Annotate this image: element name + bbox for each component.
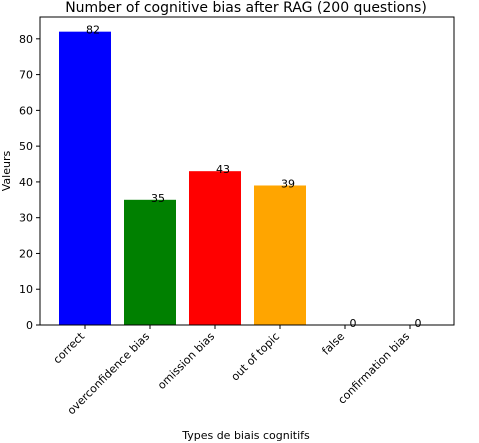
x-tick-label: correct: [51, 329, 88, 366]
y-tick-label: 30: [19, 212, 33, 225]
bars-group: [59, 31, 306, 326]
bar-omission-bias: [189, 171, 241, 325]
y-tick-label: 40: [19, 176, 33, 189]
chart-title: Number of cognitive bias after RAG (200 …: [65, 0, 427, 16]
bar-out-of-topic: [254, 185, 306, 325]
bar-overconfidence-bias: [124, 199, 176, 325]
data-label-false: 0: [350, 317, 357, 330]
data-label-omission-bias: 43: [216, 163, 230, 176]
data-label-overconfidence-bias: 35: [151, 192, 165, 205]
data-labels-group: 82 35 43 39 0 0: [86, 24, 422, 330]
y-tick-label: 60: [19, 104, 33, 117]
bar-correct: [59, 31, 111, 326]
y-tick-label: 20: [19, 247, 33, 260]
x-tick-label: false: [319, 330, 347, 358]
x-axis-label: Types de biais cognitifs: [181, 429, 310, 442]
y-tick-label: 0: [26, 319, 33, 332]
x-tick-label: omission bias: [155, 330, 217, 392]
y-tick-label: 10: [19, 283, 33, 296]
y-tick-label: 70: [19, 69, 33, 82]
x-tick-label: confirmation bias: [335, 330, 412, 407]
y-tick-label: 50: [19, 140, 33, 153]
data-label-confirmation-bias: 0: [415, 317, 422, 330]
x-tick-label: out of topic: [229, 330, 283, 384]
data-label-correct: 82: [86, 24, 100, 37]
plot-frame: [39, 16, 455, 326]
y-axis-label: Valeurs: [0, 151, 13, 192]
y-tick-label: 80: [19, 33, 33, 46]
data-label-out-of-topic: 39: [281, 177, 295, 190]
y-axis-ticks: 0 10 20 30 40 50 60 70 80: [19, 33, 40, 332]
